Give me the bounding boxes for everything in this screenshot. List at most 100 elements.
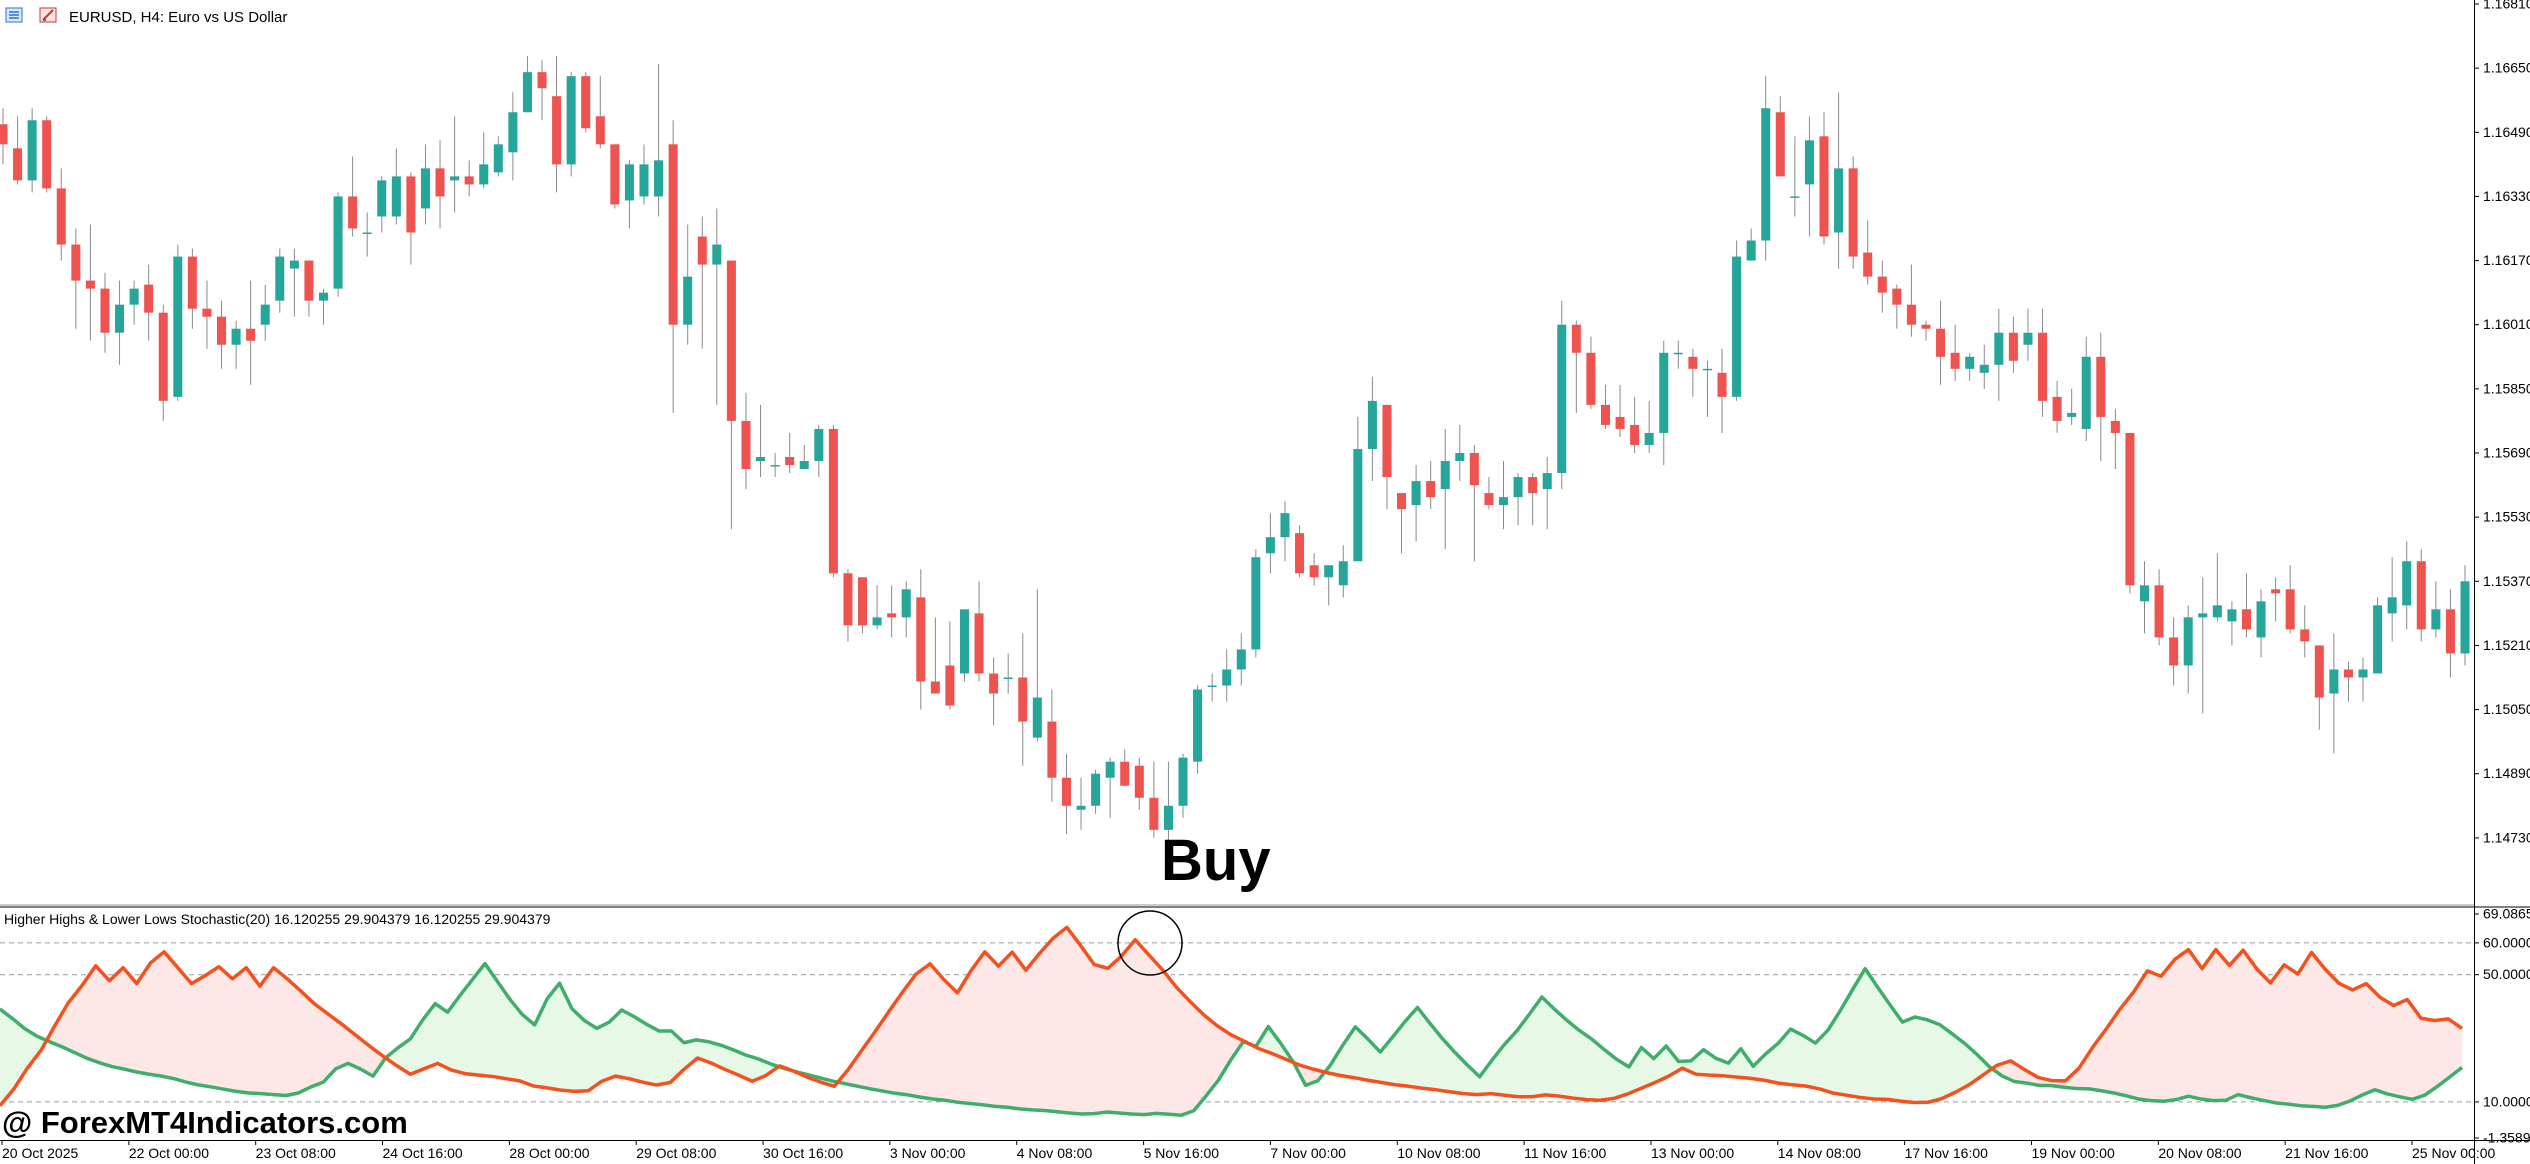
candle[interactable]	[1571, 320, 1581, 413]
candle[interactable]	[2460, 565, 2470, 666]
candle[interactable]	[1921, 320, 1931, 341]
candle[interactable]	[260, 284, 270, 341]
candle[interactable]	[275, 248, 285, 313]
candle[interactable]	[1178, 753, 1188, 818]
candle[interactable]	[1134, 757, 1144, 810]
candle[interactable]	[945, 621, 955, 710]
candle[interactable]	[1717, 348, 1727, 433]
candle[interactable]	[187, 248, 197, 329]
candle[interactable]	[1324, 565, 1334, 606]
candle[interactable]	[1644, 400, 1654, 453]
candle[interactable]	[2373, 597, 2383, 674]
candle[interactable]	[1528, 473, 1538, 526]
candle[interactable]	[610, 144, 620, 209]
candle[interactable]	[100, 272, 110, 353]
candle[interactable]	[493, 136, 503, 177]
candle[interactable]	[2387, 557, 2397, 642]
candle[interactable]	[1105, 757, 1115, 818]
candle[interactable]	[1091, 769, 1101, 814]
candle[interactable]	[1149, 761, 1159, 838]
candle[interactable]	[333, 192, 343, 297]
candle[interactable]	[770, 453, 780, 478]
candle[interactable]	[1498, 461, 1509, 530]
candle[interactable]	[1863, 220, 1873, 285]
candle[interactable]	[1848, 156, 1858, 269]
candle[interactable]	[1994, 308, 2004, 401]
candle[interactable]	[1761, 76, 1771, 261]
candle[interactable]	[1659, 340, 1669, 466]
candle[interactable]	[2343, 661, 2353, 702]
candle[interactable]	[989, 657, 999, 726]
candle[interactable]	[27, 108, 37, 193]
candle[interactable]	[2169, 617, 2179, 686]
candle[interactable]	[1630, 396, 1640, 453]
candle[interactable]	[1746, 228, 1756, 261]
candle[interactable]	[231, 320, 241, 369]
candle[interactable]	[2052, 380, 2062, 433]
candle[interactable]	[2139, 561, 2150, 634]
candle[interactable]	[144, 264, 154, 341]
candle[interactable]	[668, 120, 678, 413]
candle[interactable]	[2023, 308, 2033, 361]
candle[interactable]	[1222, 649, 1232, 702]
candle[interactable]	[522, 56, 532, 113]
candle[interactable]	[1120, 749, 1130, 786]
candle[interactable]	[1061, 753, 1071, 834]
candle[interactable]	[2154, 569, 2164, 646]
price-axis[interactable]: 1.168101.166501.164901.163301.161701.160…	[2474, 0, 2530, 845]
candle[interactable]	[2008, 316, 2018, 373]
candle[interactable]	[2314, 645, 2324, 730]
candle[interactable]	[1295, 525, 1305, 578]
candle[interactable]	[2096, 332, 2106, 462]
candle[interactable]	[1251, 549, 1261, 658]
candle[interactable]	[435, 140, 445, 229]
candle[interactable]	[726, 260, 736, 530]
candle[interactable]	[2358, 657, 2368, 702]
candle[interactable]	[1615, 384, 1625, 437]
candle[interactable]	[2300, 605, 2310, 658]
candle[interactable]	[318, 288, 329, 325]
candle[interactable]	[1411, 465, 1421, 542]
candle[interactable]	[1950, 324, 1960, 381]
candle[interactable]	[1440, 428, 1450, 550]
candle[interactable]	[1877, 260, 1887, 313]
candle[interactable]	[202, 280, 212, 349]
candle[interactable]	[1076, 777, 1086, 830]
candle[interactable]	[246, 280, 256, 385]
candle[interactable]	[1775, 96, 1785, 177]
candle[interactable]	[115, 280, 125, 365]
candle[interactable]	[2067, 388, 2077, 425]
candle[interactable]	[683, 224, 693, 345]
candle[interactable]	[2038, 308, 2048, 417]
candle[interactable]	[1673, 340, 1683, 369]
candle[interactable]	[566, 72, 576, 177]
candle[interactable]	[595, 76, 605, 149]
candle[interactable]	[1397, 493, 1407, 554]
candle[interactable]	[799, 444, 809, 470]
candle[interactable]	[1732, 240, 1742, 401]
chart-bars-icon[interactable]	[5, 7, 23, 23]
candle[interactable]	[624, 160, 634, 229]
candle[interactable]	[2285, 565, 2295, 634]
candle[interactable]	[785, 432, 795, 474]
candle[interactable]	[1586, 336, 1596, 409]
candle[interactable]	[1003, 653, 1013, 694]
candle[interactable]	[2081, 336, 2091, 441]
candle[interactable]	[406, 172, 416, 265]
candle[interactable]	[1834, 92, 1844, 269]
time-axis[interactable]: 20 Oct 2025 22 Oct 00:00 23 Oct 08:00 24 Oc…	[1, 1140, 2495, 1161]
candle[interactable]	[2402, 541, 2412, 630]
candle[interactable]	[2256, 589, 2266, 658]
candle[interactable]	[1702, 360, 1712, 417]
candle[interactable]	[712, 208, 722, 405]
candle[interactable]	[158, 304, 168, 421]
candle[interactable]	[1892, 284, 1902, 329]
candle[interactable]	[2212, 553, 2222, 622]
candle[interactable]	[2445, 589, 2455, 678]
pencil-edit-icon[interactable]	[39, 7, 57, 23]
candle[interactable]	[857, 577, 868, 634]
candle[interactable]	[697, 216, 707, 349]
candle[interactable]	[1513, 473, 1523, 526]
